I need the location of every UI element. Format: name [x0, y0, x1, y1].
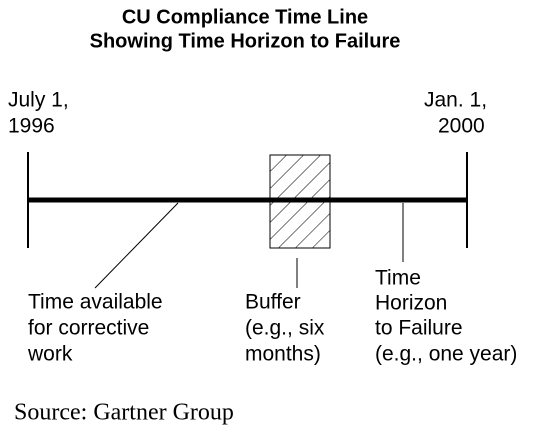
horizon-label: Time — [375, 267, 421, 290]
buffer-label: months) — [245, 343, 321, 366]
start-label: 1996 — [8, 115, 55, 138]
buffer-label: (e.g., six — [245, 317, 325, 340]
source: Source: Gartner Group — [14, 400, 234, 426]
title-line: Showing Time Horizon to Failure — [90, 30, 401, 52]
available-label: work — [27, 343, 73, 366]
horizon-label: to Failure — [375, 317, 463, 340]
horizon-label: (e.g., one year) — [375, 343, 517, 366]
available-label: Time available — [28, 291, 163, 314]
timeline — [27, 152, 468, 289]
horizon-label: Horizon — [375, 292, 447, 315]
start-label: July 1, — [8, 89, 69, 112]
end-label: Jan. 1, — [424, 89, 487, 112]
title-line: CU Compliance Time Line — [122, 6, 368, 28]
buffer-label: Buffer — [245, 291, 301, 314]
available-label: for corrective — [28, 317, 149, 340]
end-label: 2000 — [438, 115, 485, 138]
